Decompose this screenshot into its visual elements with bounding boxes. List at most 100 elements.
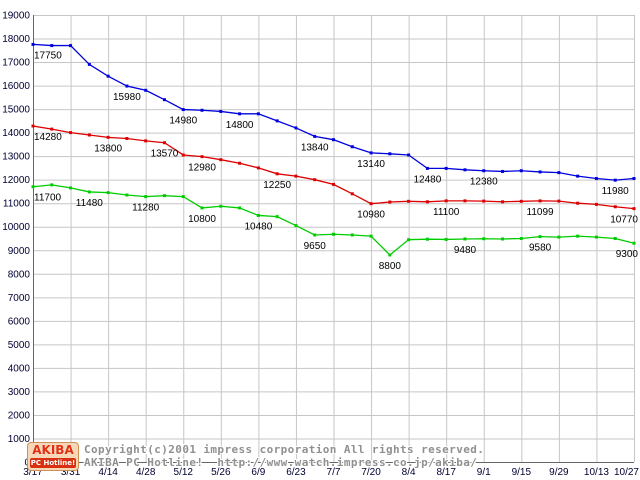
svg-text:4/14: 4/14 [98,467,118,478]
data-point [162,194,166,198]
svg-text:11980: 11980 [602,186,630,197]
data-point [576,174,580,178]
data-point [144,195,148,199]
data-point [557,199,561,203]
svg-text:12980: 12980 [188,163,216,174]
data-point [162,98,166,102]
data-point [519,169,523,173]
data-point [425,166,429,170]
data-point [200,206,204,210]
svg-text:8/4: 8/4 [402,467,416,478]
data-point [256,112,260,116]
y-axis-labels: 0100020003000400050006000700080009000100… [2,11,30,469]
data-point [463,168,467,172]
svg-text:3000: 3000 [8,387,31,398]
data-point [425,200,429,204]
data-point [482,169,486,173]
data-point [407,153,411,157]
data-point [238,112,242,116]
data-point [332,232,335,236]
data-point [313,178,317,182]
svg-text:9300: 9300 [616,249,639,260]
svg-text:5/26: 5/26 [211,467,231,478]
series-green [31,183,636,257]
data-point [463,237,467,241]
data-point [407,199,411,203]
svg-text:10/13: 10/13 [584,467,609,478]
data-point [444,166,448,170]
svg-text:1000: 1000 [8,434,31,445]
data-point [332,138,335,142]
data-point [576,201,580,205]
svg-text:16000: 16000 [2,81,30,92]
data-point [50,44,54,48]
data-point [350,233,354,237]
data-point [31,124,35,128]
svg-text:8800: 8800 [379,261,402,272]
svg-text:11280: 11280 [132,203,160,214]
svg-text:5000: 5000 [8,340,31,351]
svg-text:13840: 13840 [301,142,329,153]
data-point [388,200,392,204]
data-point [632,177,636,181]
data-point [501,200,505,204]
svg-text:17750: 17750 [34,50,62,61]
data-point [162,141,166,145]
svg-text:9/29: 9/29 [549,467,569,478]
data-point [125,193,129,197]
svg-text:5/12: 5/12 [174,467,194,478]
svg-text:12000: 12000 [2,175,30,186]
svg-text:14980: 14980 [169,116,197,127]
svg-text:10770: 10770 [610,215,638,226]
svg-text:13140: 13140 [357,159,385,170]
gridlines [33,15,635,462]
svg-text:10480: 10480 [244,221,272,232]
data-point [181,195,185,199]
data-point [238,206,242,210]
data-point [519,237,523,240]
data-point [50,183,54,187]
data-point [144,139,148,143]
data-point [350,145,354,149]
data-point [181,153,185,157]
svg-text:10000: 10000 [2,222,30,233]
data-point [31,42,35,46]
data-point [275,215,279,219]
data-point [31,185,35,189]
svg-text:14800: 14800 [226,120,254,131]
svg-text:10/27: 10/27 [614,467,639,478]
svg-text:3/31: 3/31 [61,467,81,478]
data-point [275,172,279,176]
data-point [369,234,373,238]
data-point [87,190,91,194]
data-point [106,74,110,78]
data-point [313,134,317,138]
data-point [69,44,73,48]
data-point [87,62,91,66]
data-point [613,205,617,209]
svg-text:11000: 11000 [3,199,31,210]
data-point [613,237,617,240]
data-point [106,191,110,195]
data-point [275,119,279,123]
svg-text:13000: 13000 [2,152,30,163]
svg-text:2000: 2000 [8,410,31,421]
data-point [482,237,486,241]
data-point [69,131,73,135]
data-point [613,178,617,182]
svg-text:15000: 15000 [2,105,30,116]
data-point [238,161,242,165]
svg-text:11480: 11480 [76,198,104,209]
data-point [519,199,523,203]
data-point [369,202,373,206]
data-point [200,108,204,112]
svg-text:9/1: 9/1 [477,467,491,478]
data-point [538,235,542,239]
data-point [632,241,636,245]
data-point [181,108,185,112]
series-red [31,124,636,211]
data-point [256,213,260,217]
data-point [501,237,505,241]
data-point [632,207,636,211]
data-point [87,133,91,137]
